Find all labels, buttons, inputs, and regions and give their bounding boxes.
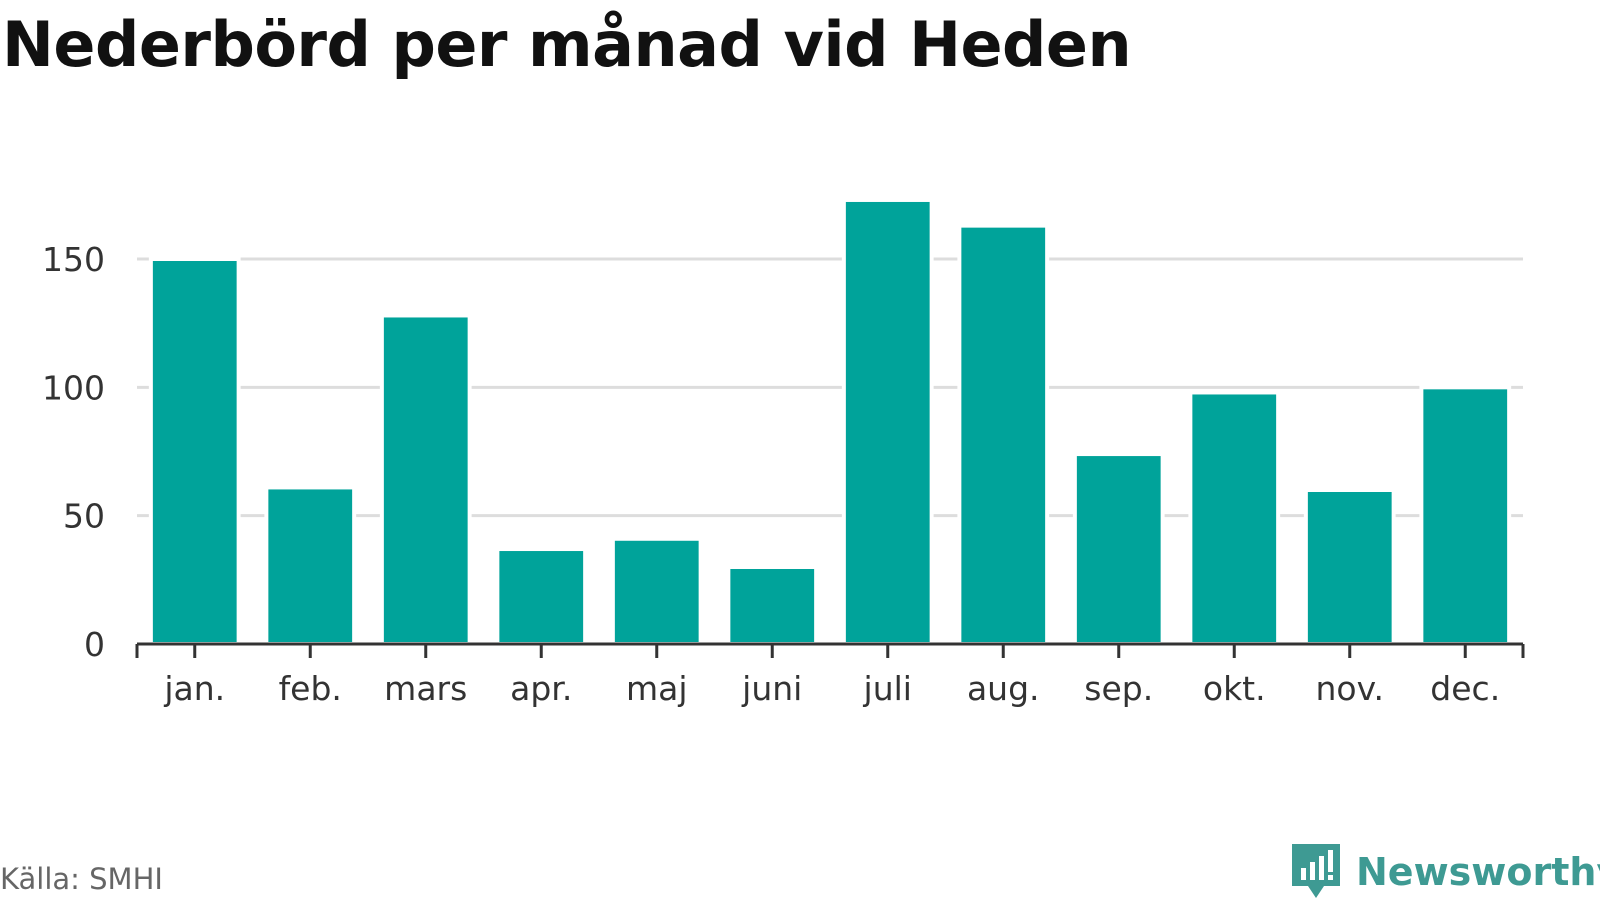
source-note: Källa: SMHI [0, 862, 163, 896]
bar [264, 485, 357, 646]
x-tick-label: dec. [1430, 669, 1500, 708]
newsworthy-logo-icon [1292, 844, 1340, 898]
x-tick-label: aug. [967, 669, 1040, 708]
bar [841, 197, 934, 646]
bar [1419, 385, 1512, 646]
x-tick-label: juli [863, 669, 912, 708]
bars [148, 197, 1512, 647]
bar [1072, 452, 1165, 647]
x-tick-label: feb. [279, 669, 342, 708]
x-tick-label: apr. [510, 669, 572, 708]
brand-logo[interactable]: Newsworthy [1290, 842, 1600, 902]
gridlines [137, 257, 1523, 518]
x-tick-label: sep. [1084, 669, 1153, 708]
bar [495, 547, 588, 646]
y-tick-label: 0 [84, 625, 105, 664]
chart-title: Nederbörd per månad vid Heden [2, 8, 1132, 81]
brand-name: Newsworthy [1356, 850, 1600, 894]
y-tick-label: 150 [42, 240, 105, 279]
bar [610, 536, 703, 646]
bar [1303, 488, 1396, 646]
bar [957, 223, 1050, 646]
y-tick-label: 50 [63, 497, 105, 536]
x-tick-label: okt. [1203, 669, 1266, 708]
x-axis [135, 642, 1525, 658]
y-tick-label: 100 [42, 368, 105, 407]
x-tick-label: nov. [1315, 669, 1384, 708]
bar [148, 257, 241, 646]
bar [379, 313, 472, 646]
x-tick-label: mars [384, 669, 467, 708]
x-tick-label: juni [741, 669, 802, 708]
x-tick-label: maj [626, 669, 688, 708]
bar [726, 565, 819, 646]
x-tick-label: jan. [163, 669, 225, 708]
tick-labels: 0 50 100 150 jan. feb. mars apr. maj juni juli aug.… [42, 240, 1500, 708]
bar [1188, 390, 1281, 647]
